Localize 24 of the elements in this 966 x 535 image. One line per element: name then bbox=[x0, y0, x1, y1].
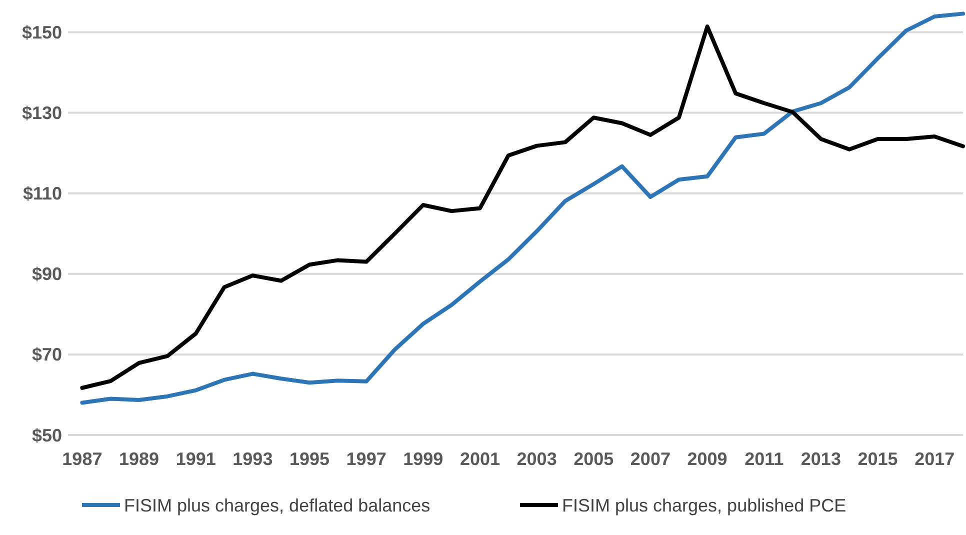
x-tick-label: 1999 bbox=[403, 449, 444, 469]
x-tick-label: 2011 bbox=[744, 449, 784, 469]
x-tick-label: 2015 bbox=[858, 449, 898, 469]
y-tick-label: $110 bbox=[22, 184, 62, 204]
x-tick-label: 1995 bbox=[289, 449, 330, 469]
y-tick-label: $70 bbox=[32, 344, 62, 365]
x-tick-label: 1987 bbox=[62, 449, 102, 469]
y-tick-label: $150 bbox=[22, 22, 62, 43]
x-tick-label: 1991 bbox=[176, 449, 216, 469]
x-tick-label: 2007 bbox=[630, 449, 670, 469]
legend-label: FISIM plus charges, published PCE bbox=[562, 495, 846, 516]
x-tick-label: 1989 bbox=[119, 449, 160, 469]
x-tick-label: 2003 bbox=[516, 449, 557, 469]
x-tick-label: 2001 bbox=[460, 449, 500, 469]
x-tick-label: 2009 bbox=[687, 449, 728, 469]
x-tick-label: 2005 bbox=[574, 449, 614, 469]
legend-label: FISIM plus charges, deflated balances bbox=[124, 495, 430, 516]
x-tick-label: 2017 bbox=[914, 449, 955, 469]
y-tick-label: $50 bbox=[32, 425, 62, 446]
y-tick-label: $130 bbox=[22, 103, 62, 124]
x-tick-label: 1993 bbox=[232, 449, 273, 469]
x-tick-label: 2013 bbox=[800, 449, 841, 469]
x-tick-label: 1997 bbox=[346, 449, 386, 469]
y-tick-label: $90 bbox=[32, 264, 62, 284]
